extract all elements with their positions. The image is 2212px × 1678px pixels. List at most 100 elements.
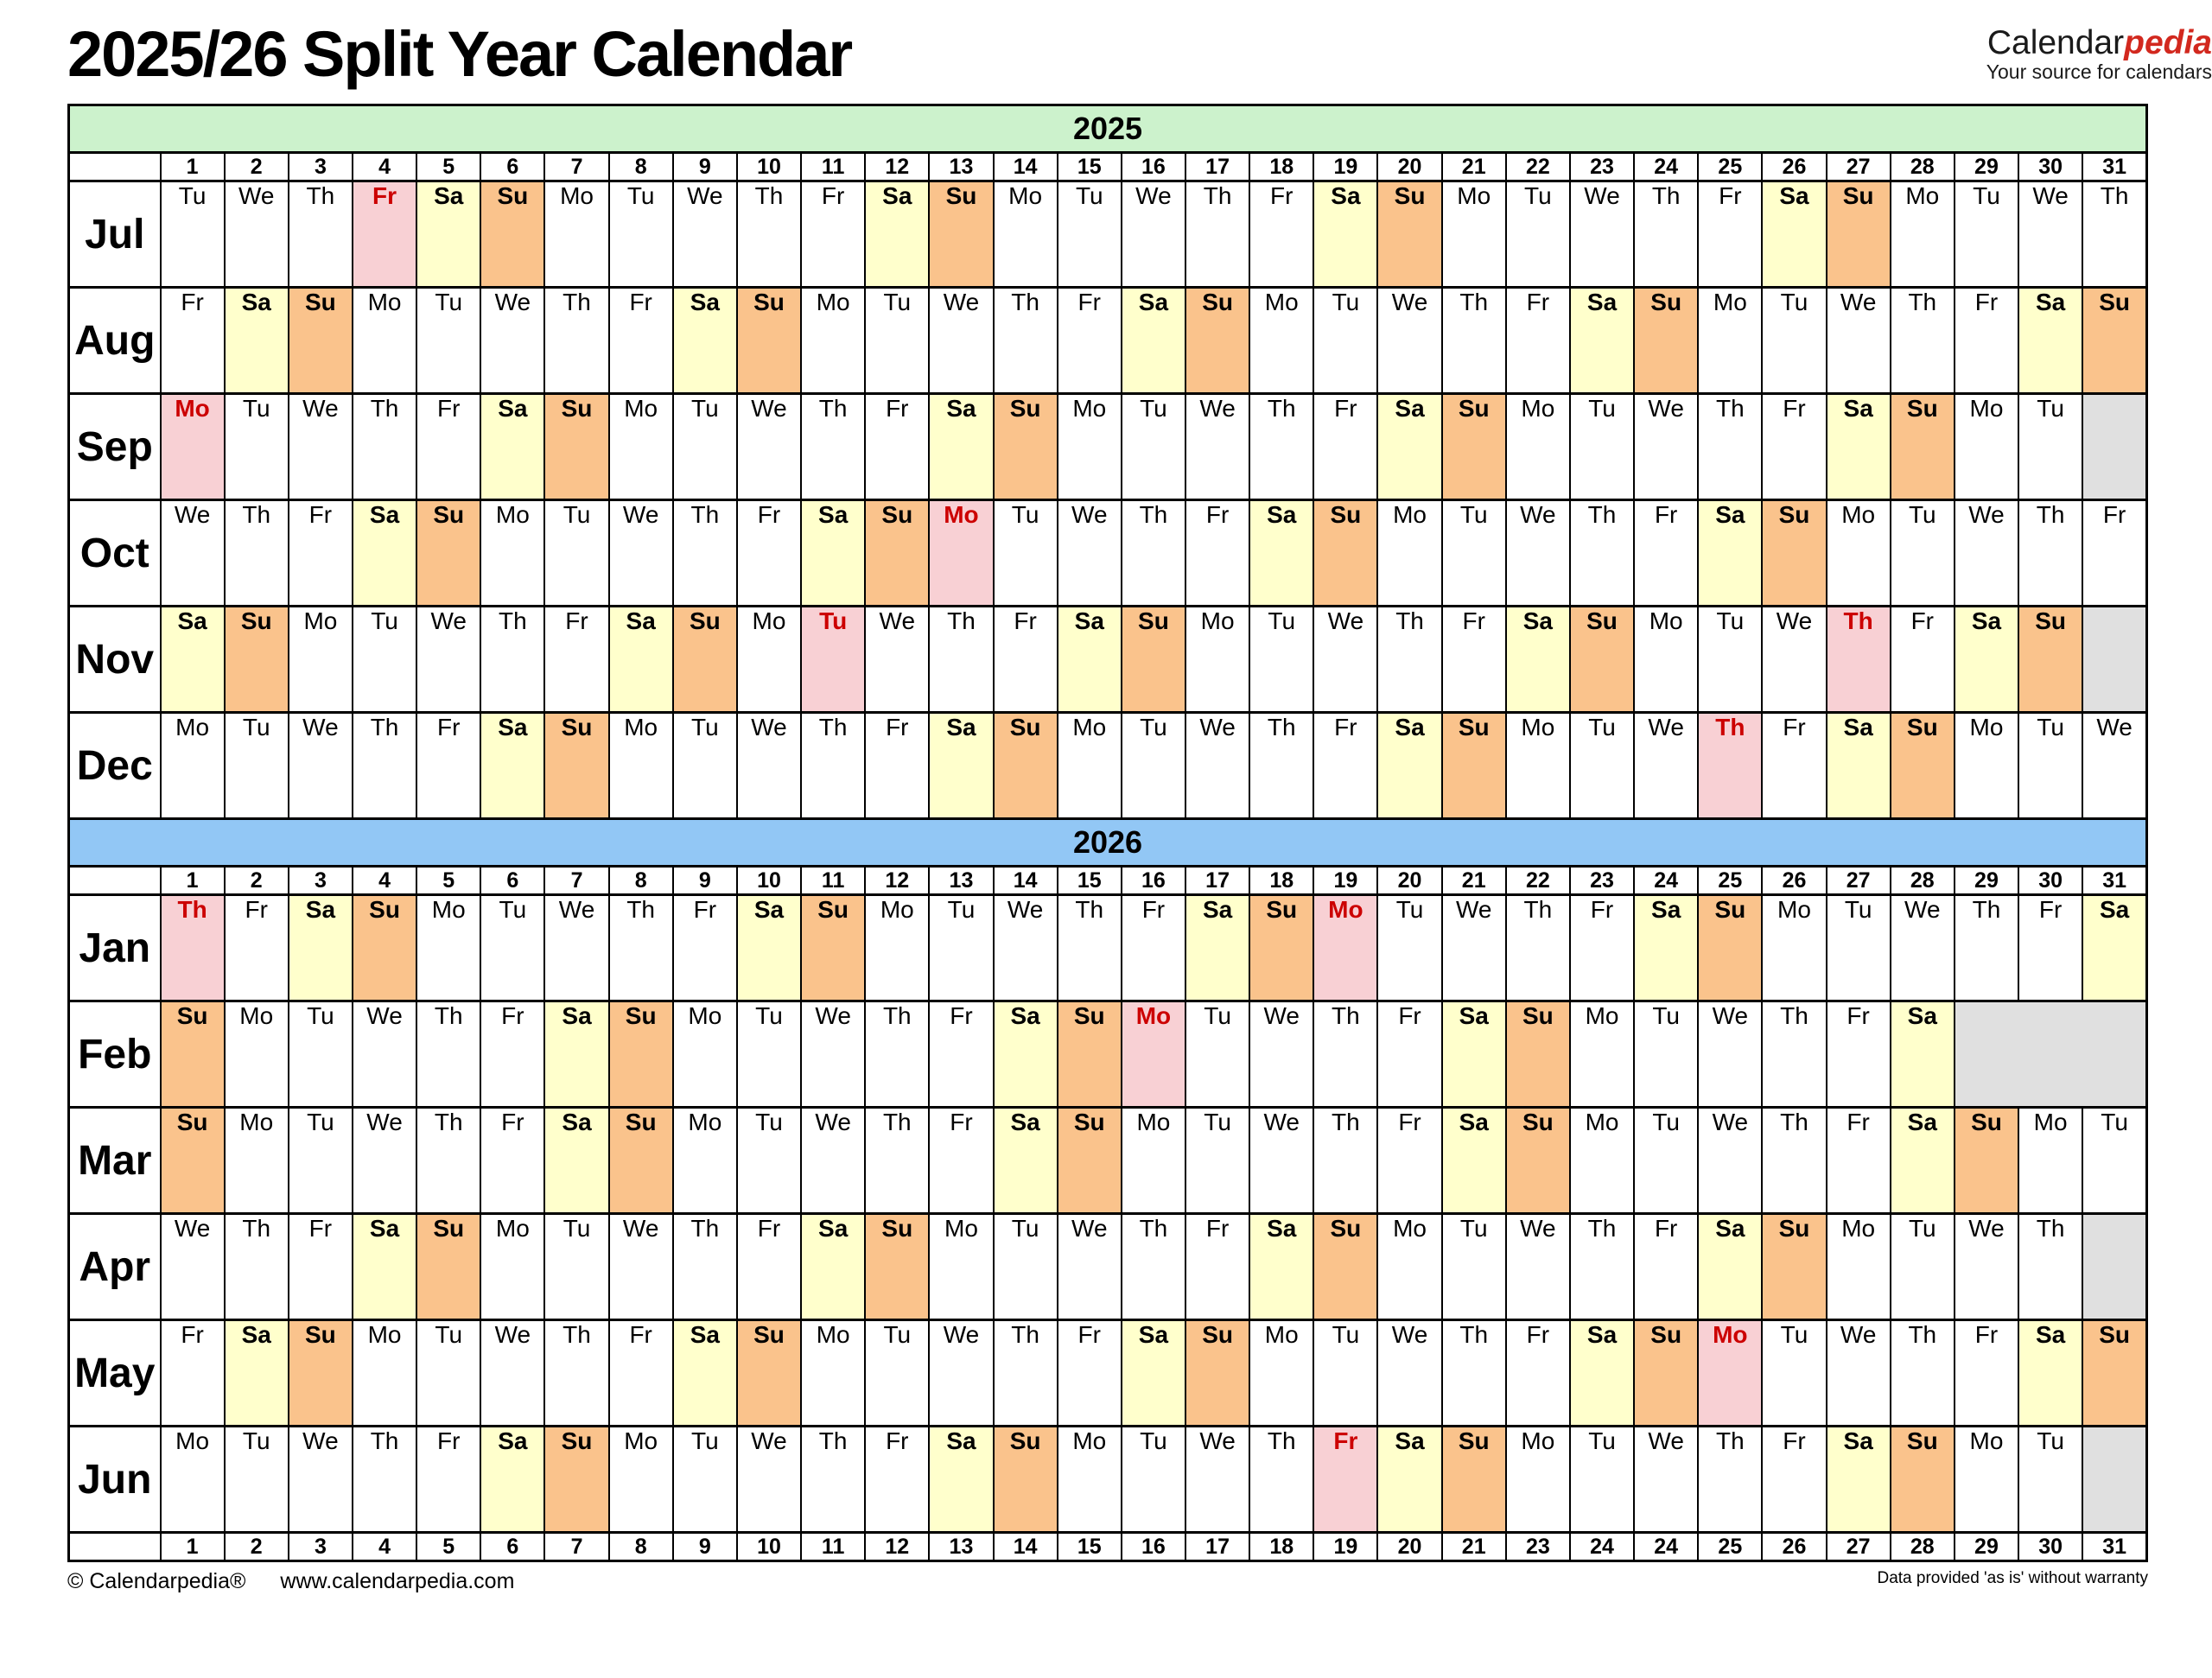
day-number-2: 2 (223, 1531, 289, 1562)
day-cell-sep-3: We (287, 392, 353, 501)
day-cell-apr-30: Th (2018, 1212, 2084, 1321)
day-number-25: 25 (1697, 151, 1764, 182)
day-number-10: 10 (735, 865, 803, 896)
day-cell-nov-1: Sa (159, 605, 226, 714)
day-number-28: 28 (1889, 865, 1955, 896)
day-cell-nov-8: Sa (607, 605, 674, 714)
day-number-9: 9 (671, 865, 738, 896)
day-cell-may-9: Sa (671, 1319, 738, 1427)
day-cell-sep-27: Sa (1825, 392, 1891, 501)
day-cell-nov-21: Fr (1440, 605, 1507, 714)
holiday-cell-nov-11: Tu (800, 605, 867, 714)
day-cell-jul-25: Fr (1697, 180, 1764, 289)
day-cell-mar-28: Sa (1889, 1106, 1955, 1215)
calendarpedia-logo: Calendarpedia Your source for calendars (1986, 25, 2212, 83)
day-number-6: 6 (480, 1531, 546, 1562)
day-number-16: 16 (1120, 865, 1187, 896)
day-number-row-2025-corner (67, 151, 162, 182)
day-cell-may-24: Su (1633, 1319, 1700, 1427)
day-cell-sep-9: Tu (671, 392, 738, 501)
day-cell-nov-17: Mo (1184, 605, 1251, 714)
month-label-apr: Apr (67, 1212, 162, 1321)
day-cell-oct-1: We (159, 499, 226, 607)
day-cell-may-20: We (1376, 1319, 1443, 1427)
day-cell-may-16: Sa (1120, 1319, 1187, 1427)
day-cell-jul-30: We (2018, 180, 2084, 289)
day-number-16: 16 (1120, 1531, 1187, 1562)
month-label-nov: Nov (67, 605, 162, 714)
logo-tagline: Your source for calendars (1986, 60, 2212, 83)
day-cell-jan-3: Sa (287, 893, 353, 1002)
day-number-10: 10 (735, 1531, 803, 1562)
day-cell-nov-12: We (864, 605, 931, 714)
day-cell-apr-29: We (1953, 1212, 2020, 1321)
day-cell-mar-17: Tu (1184, 1106, 1251, 1215)
day-cell-aug-30: Sa (2018, 286, 2084, 395)
day-cell-jul-21: Mo (1440, 180, 1507, 289)
day-cell-aug-10: Su (735, 286, 803, 395)
day-cell-apr-19: Su (1313, 1212, 1379, 1321)
day-cell-dec-23: Tu (1568, 711, 1636, 820)
day-cell-may-8: Fr (607, 1319, 674, 1427)
day-cell-apr-18: Sa (1249, 1212, 1315, 1321)
day-cell-sep-29: Mo (1953, 392, 2020, 501)
day-cell-dec-1: Mo (159, 711, 226, 820)
day-cell-aug-3: Su (287, 286, 353, 395)
day-cell-sep-4: Th (351, 392, 418, 501)
day-number-9: 9 (671, 151, 738, 182)
day-cell-jan-16: Fr (1120, 893, 1187, 1002)
day-number-23: 23 (1568, 865, 1636, 896)
day-cell-jan-13: Tu (928, 893, 995, 1002)
holiday-cell-feb-16: Mo (1120, 1000, 1187, 1109)
day-cell-apr-24: Fr (1633, 1212, 1700, 1321)
day-cell-sep-11: Th (800, 392, 867, 501)
day-number-2: 2 (223, 865, 289, 896)
day-cell-feb-26: Th (1761, 1000, 1827, 1109)
split-year-calendar-table: 2025 1 2 3 4 5 6 7 8 9 10 11 12 13 14 15 16 17 18 19 20 21 22 2… (67, 104, 2148, 1562)
day-cell-feb-17: Tu (1184, 1000, 1251, 1109)
month-label-may: May (67, 1319, 162, 1427)
day-cell-sep-17: We (1184, 392, 1251, 501)
day-cell-apr-13: Mo (928, 1212, 995, 1321)
day-cell-mar-6: Fr (480, 1106, 546, 1215)
day-cell-aug-19: Tu (1313, 286, 1379, 395)
day-cell-sep-19: Fr (1313, 392, 1379, 501)
day-cell-may-13: We (928, 1319, 995, 1427)
day-cell-jan-14: We (992, 893, 1058, 1002)
day-cell-mar-25: We (1697, 1106, 1764, 1215)
day-cell-sep-6: Sa (480, 392, 546, 501)
day-cell-apr-1: We (159, 1212, 226, 1321)
day-cell-jan-4: Su (351, 893, 418, 1002)
day-cell-oct-16: Th (1120, 499, 1187, 607)
day-cell-dec-16: Tu (1120, 711, 1187, 820)
day-cell-aug-8: Fr (607, 286, 674, 395)
day-cell-jul-2: We (223, 180, 289, 289)
day-cell-dec-15: Mo (1056, 711, 1122, 820)
day-cell-jan-6: Tu (480, 893, 546, 1002)
day-cell-jul-8: Tu (607, 180, 674, 289)
day-cell-may-6: We (480, 1319, 546, 1427)
day-cell-oct-27: Mo (1825, 499, 1891, 607)
day-cell-may-29: Fr (1953, 1319, 2020, 1427)
day-cell-dec-7: Su (543, 711, 610, 820)
day-number-15: 15 (1056, 151, 1122, 182)
day-cell-sep-30: Tu (2018, 392, 2084, 501)
day-cell-dec-26: Fr (1761, 711, 1827, 820)
day-cell-mar-30: Mo (2018, 1106, 2084, 1215)
day-cell-sep-16: Tu (1120, 392, 1187, 501)
day-number-6: 6 (480, 865, 546, 896)
day-cell-dec-29: Mo (1953, 711, 2020, 820)
day-number-29: 29 (1953, 151, 2020, 182)
day-cell-jul-22: Tu (1504, 180, 1571, 289)
day-cell-oct-15: We (1056, 499, 1122, 607)
day-cell-jun-15: Mo (1056, 1425, 1122, 1534)
day-cell-jun-17: We (1184, 1425, 1251, 1534)
day-cell-sep-12: Fr (864, 392, 931, 501)
footer-url[interactable]: www.calendarpedia.com (280, 1569, 515, 1593)
day-number-21: 21 (1440, 865, 1507, 896)
day-cell-aug-2: Sa (223, 286, 289, 395)
holiday-cell-may-25: Mo (1697, 1319, 1764, 1427)
day-number-29: 29 (1953, 1531, 2020, 1562)
day-number-29: 29 (1953, 865, 2020, 896)
day-cell-jan-18: Su (1249, 893, 1315, 1002)
